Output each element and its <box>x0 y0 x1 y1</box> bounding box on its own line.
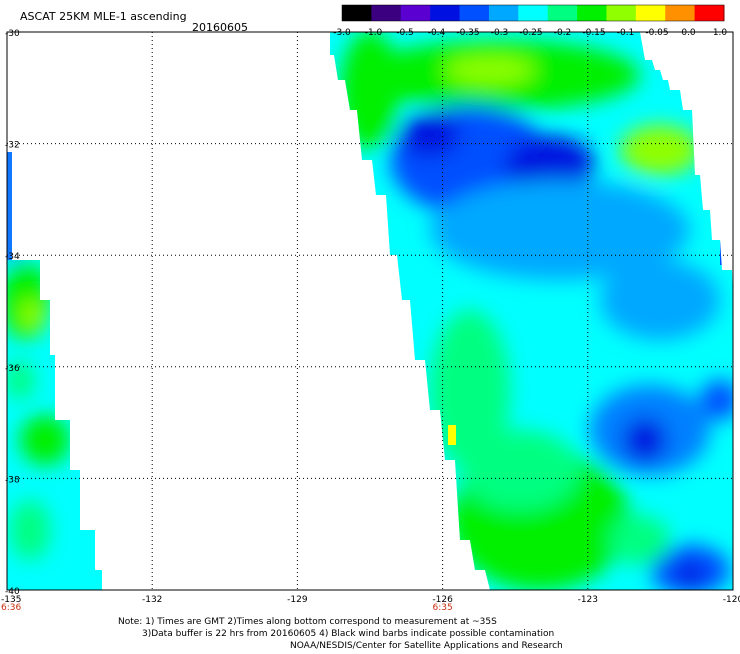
colorbar-label: 1.0 <box>713 28 728 38</box>
lat-label: -30 <box>5 29 20 39</box>
colorbar-swatch <box>694 5 725 21</box>
time-label: 6:36 <box>1 603 21 613</box>
colorbar-swatch <box>635 5 666 21</box>
lon-label: -123 <box>578 595 598 605</box>
colorbar-label: -0.1 <box>617 28 635 38</box>
map-date: 20160605 <box>192 21 248 34</box>
left-data-swath <box>7 32 102 590</box>
footer-note-line-2: 3)Data buffer is 22 hrs from 20160605 4)… <box>142 629 554 639</box>
map-title: ASCAT 25KM MLE-1 ascending <box>20 10 187 23</box>
colorbar-label: -0.2 <box>554 28 572 38</box>
lat-label: -32 <box>5 141 20 151</box>
time-labels: 6:36 6:35 <box>1 603 453 613</box>
lon-label: -120 <box>723 595 740 605</box>
lat-label: -38 <box>5 475 20 485</box>
colorbar-swatch <box>371 5 402 21</box>
colorbar-swatch <box>400 5 431 21</box>
colorbar-swatch <box>342 5 372 21</box>
colorbar-swatch <box>547 5 578 21</box>
plot-frame <box>6 31 734 591</box>
footer-credit: NOAA/NESDIS/Center for Satellite Applica… <box>290 641 563 650</box>
colorbar-swatch <box>665 5 696 21</box>
colorbar-label: -0.35 <box>456 28 479 38</box>
colorbar-swatch <box>430 5 461 21</box>
colorbar-swatch <box>488 5 519 21</box>
colorbar-label: 0.0 <box>681 28 696 38</box>
colorbar-label: -0.15 <box>582 28 605 38</box>
colorbar-label: -0.4 <box>428 28 446 38</box>
lon-label: -126 <box>432 595 453 605</box>
colorbar-label: -0.3 <box>491 28 509 38</box>
colorbar-label: -0.05 <box>645 28 668 38</box>
colorbar-label: -0.25 <box>519 28 542 38</box>
footer-note-line-1: Note: 1) Times are GMT 2)Times along bot… <box>118 617 497 627</box>
colorbar: -3.0 -1.0 -0.5 -0.4 -0.35 -0.3 -0.25 -0.2 -0.15 -… <box>333 4 727 38</box>
colorbar-swatches <box>342 5 725 21</box>
time-label: 6:35 <box>432 603 452 613</box>
lat-label: -40 <box>5 587 20 597</box>
colorbar-label: -0.5 <box>396 28 414 38</box>
colorbar-label: -1.0 <box>365 28 383 38</box>
colorbar-swatch <box>577 5 607 21</box>
lon-label: -132 <box>142 595 162 605</box>
lat-label: -36 <box>5 364 20 374</box>
colorbar-swatch <box>459 5 490 21</box>
right-data-swath <box>330 32 733 590</box>
lon-label: -135 <box>1 595 21 605</box>
colorbar-labels: -3.0 -1.0 -0.5 -0.4 -0.35 -0.3 -0.25 -0.2 -0.15 -… <box>333 28 727 38</box>
latitude-labels: -30 -32 -34 -36 -38 -40 <box>5 29 20 597</box>
colorbar-swatch <box>606 5 637 21</box>
longitude-labels: -135 -132 -129 -126 -123 -120 <box>1 595 740 605</box>
lat-lon-grid <box>7 32 733 590</box>
colorbar-swatch <box>518 5 549 21</box>
lon-label: -129 <box>287 595 308 605</box>
colorbar-label: -3.0 <box>333 28 351 38</box>
lat-label: -34 <box>5 252 20 262</box>
